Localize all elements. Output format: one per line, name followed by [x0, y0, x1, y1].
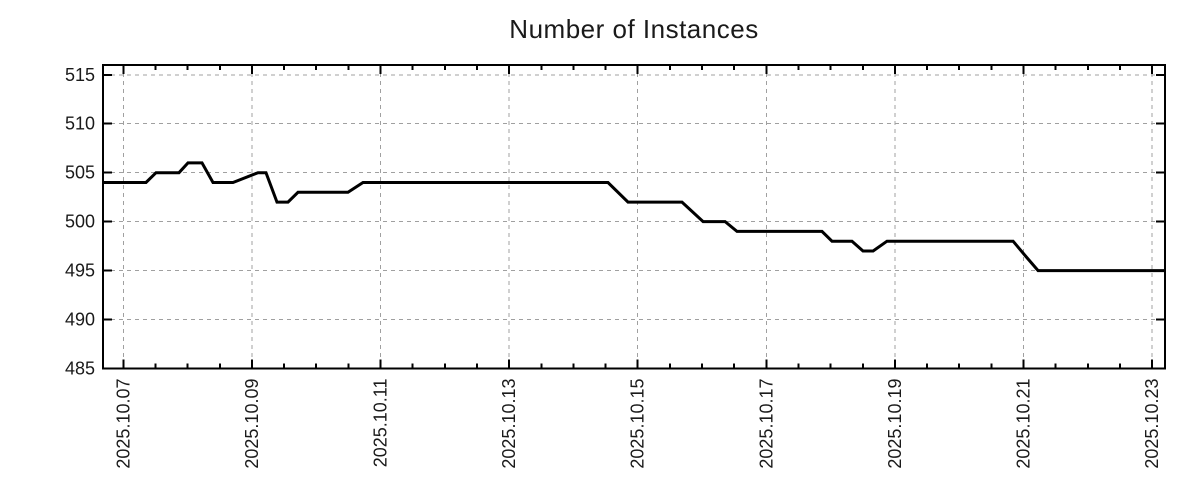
y-tick-label: 505	[65, 163, 95, 183]
y-tick-labels: 485 490 495 500 505 510 515	[65, 65, 95, 379]
x-tick-label: 2025.10.15	[628, 379, 648, 469]
x-tick-label: 2025.10.09	[242, 379, 262, 469]
x-tick-label: 2025.10.11	[371, 379, 391, 468]
x-tick-label: 2025.10.17	[756, 379, 776, 469]
y-tick-label: 510	[65, 114, 95, 134]
x-tick-label: 2025.10.21	[1014, 378, 1034, 468]
chart-title: Number of Instances	[509, 14, 759, 44]
axis-ticks	[103, 65, 1165, 370]
y-tick-label: 495	[65, 261, 95, 281]
y-tick-label: 500	[65, 212, 95, 232]
x-tick-label: 2025.10.07	[113, 379, 133, 469]
x-tick-label: 2025.10.19	[885, 379, 905, 469]
y-tick-label: 485	[65, 359, 95, 379]
x-tick-labels: 2025.10.07 2025.10.09 2025.10.11 2025.10.13…	[113, 378, 1162, 468]
gridlines	[103, 65, 1165, 369]
plot-frame	[102, 64, 1166, 370]
y-tick-label: 515	[65, 65, 95, 85]
x-tick-label: 2025.10.13	[499, 379, 519, 469]
series-line	[103, 161, 1165, 273]
x-tick-label: 2025.10.23	[1142, 379, 1162, 469]
y-tick-label: 490	[65, 310, 95, 330]
